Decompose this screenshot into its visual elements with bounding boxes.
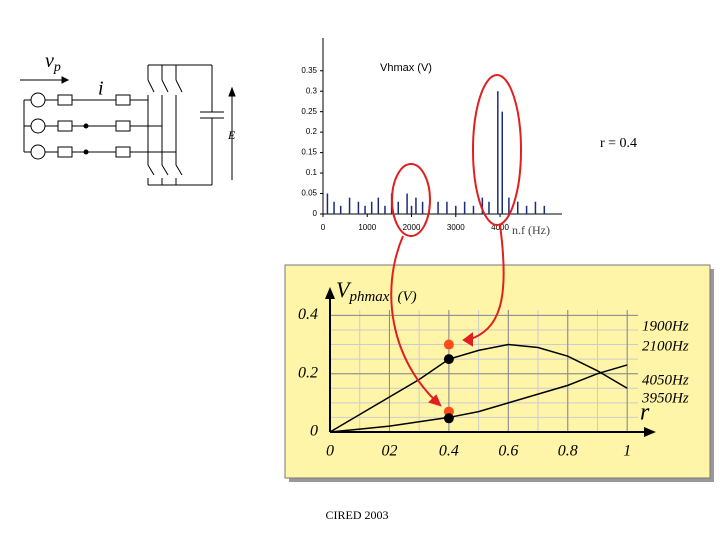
- x-tick-label: 0.4: [439, 443, 459, 460]
- x-tick-label: 1: [623, 443, 631, 460]
- panel: [284, 264, 711, 479]
- x-tick-label: 0: [321, 223, 326, 232]
- footer: CIRED 2003: [326, 508, 389, 522]
- spectrum-chart: 00.050.10.150.20.250.30.350 1000 2000 3000 4…: [301, 38, 562, 237]
- curve: [329, 343, 628, 433]
- point: [443, 413, 454, 424]
- x-tick-label: 0.8: [558, 443, 578, 460]
- y-arrow: [325, 287, 335, 299]
- point: [443, 339, 454, 350]
- y-tick-label: 0.35: [301, 66, 317, 75]
- y-label-unit: (V): [397, 289, 416, 305]
- x-tick-label: 3000: [447, 223, 465, 232]
- x-axis-label: n.f (Hz): [512, 223, 550, 237]
- x-tick-label: 0: [326, 443, 334, 460]
- annotation: 4050Hz: [642, 372, 689, 388]
- chart-title: Vhmax (V): [380, 62, 432, 74]
- arrows: [390, 74, 522, 407]
- y-tick-label: 0.25: [301, 107, 317, 116]
- y-tick-label: 0.1: [306, 168, 318, 177]
- x-tick-label: 0.6: [498, 443, 518, 460]
- y-tick-label: 0.2: [298, 364, 318, 381]
- y-label-main: V: [336, 277, 352, 302]
- vphmax-chart: 0 02 0.4 0.6 0.8 1 0 0.2 0.4 Vphmax (V) 1900Hz 2100H…: [298, 277, 689, 460]
- y-tick-label: 0.05: [301, 189, 317, 198]
- x-tick-label: 02: [381, 443, 397, 460]
- x-tick-label: 2000: [403, 223, 421, 232]
- y-tick-label: 0.2: [306, 127, 318, 136]
- annotation: 1900Hz: [642, 318, 689, 334]
- voltage-label: vp: [45, 50, 61, 76]
- x-axis-label: r: [640, 400, 650, 426]
- r-note: r = 0.4: [600, 136, 637, 151]
- current-label: i: [98, 78, 104, 100]
- dc-voltage-label: E: [227, 128, 236, 142]
- circuit: [20, 64, 236, 186]
- y-tick-label: 0: [310, 423, 318, 440]
- y-tick-label: 0: [313, 209, 318, 218]
- y-tick-label: 0.3: [306, 86, 318, 95]
- y-label-sub: phmax: [348, 289, 389, 305]
- x-arrow: [644, 427, 656, 437]
- x-tick-label: 1000: [358, 223, 376, 232]
- point: [443, 354, 454, 365]
- curve: [329, 364, 628, 433]
- y-tick-label: 0.4: [298, 306, 318, 323]
- y-axis-label: Vphmax (V): [336, 277, 417, 305]
- annotation: 3950Hz: [641, 390, 689, 406]
- annotation: 2100Hz: [642, 338, 689, 354]
- y-tick-label: 0.15: [301, 148, 317, 157]
